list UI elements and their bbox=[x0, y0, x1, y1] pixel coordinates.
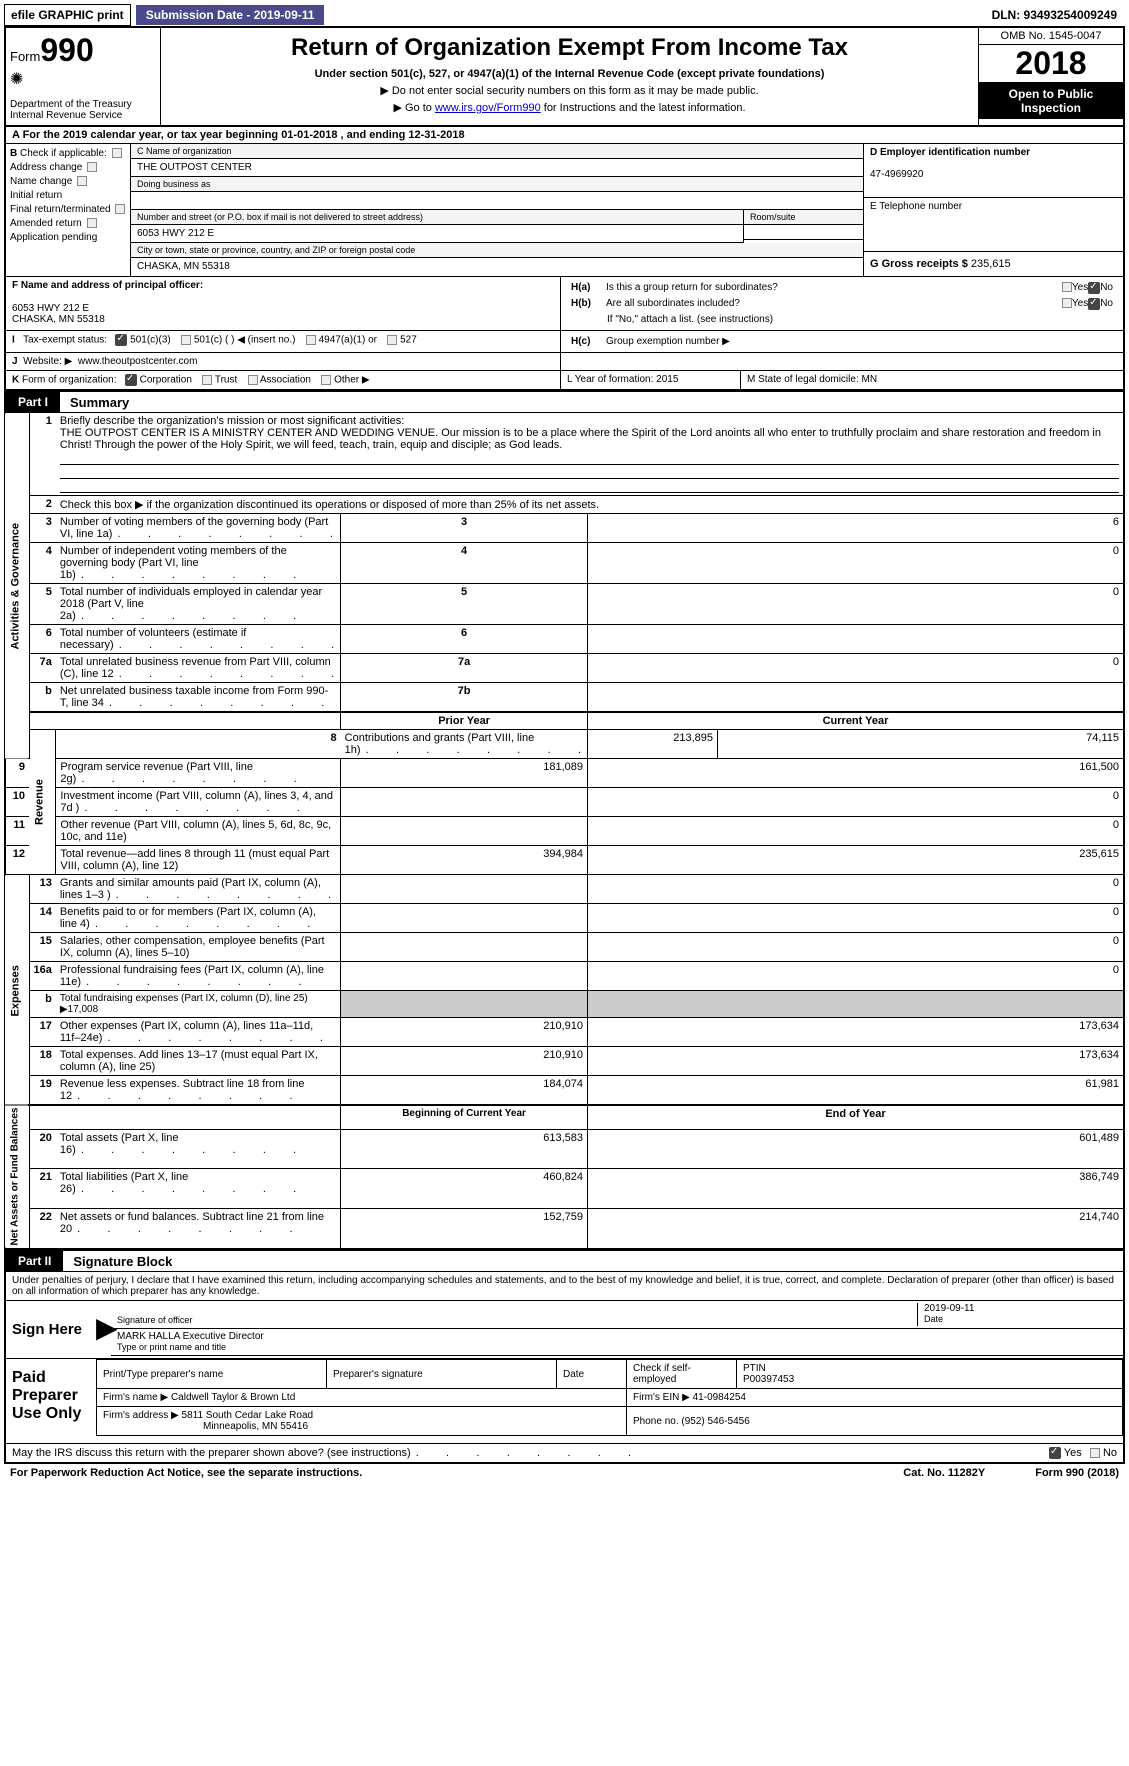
checkbox-icon[interactable] bbox=[1090, 1448, 1100, 1458]
checkbox-icon[interactable] bbox=[1062, 298, 1072, 308]
part2-title: Signature Block bbox=[63, 1254, 172, 1269]
check-icon bbox=[1088, 298, 1100, 310]
side-governance: Activities & Governance bbox=[5, 413, 29, 759]
officer-addr1: 6053 HWY 212 E bbox=[12, 303, 554, 314]
sign-here-label: Sign Here bbox=[6, 1301, 96, 1358]
gross-receipts-label: G Gross receipts $ bbox=[870, 258, 968, 270]
dln: DLN: 93493254009249 bbox=[992, 8, 1125, 22]
ein-label: D Employer identification number bbox=[870, 147, 1030, 158]
may-irs-discuss: May the IRS discuss this return with the… bbox=[12, 1447, 633, 1459]
check-icon bbox=[115, 334, 127, 346]
dept-irs: Internal Revenue Service bbox=[10, 110, 156, 121]
city: CHASKA, MN 55318 bbox=[131, 258, 863, 275]
city-label: City or town, state or province, country… bbox=[131, 243, 863, 258]
side-revenue: Revenue bbox=[29, 730, 56, 875]
room-label: Room/suite bbox=[744, 210, 863, 225]
state-domicile: M State of legal domicile: MN bbox=[741, 371, 1123, 389]
summary-table: Activities & Governance 1 Briefly descri… bbox=[4, 413, 1125, 1249]
checkbox-icon[interactable] bbox=[248, 375, 258, 385]
checkbox-icon[interactable] bbox=[306, 335, 316, 345]
checkbox-icon[interactable] bbox=[87, 218, 97, 228]
checkbox-icon[interactable] bbox=[77, 176, 87, 186]
inspection-2: Inspection bbox=[983, 101, 1119, 115]
form-prefix: Form bbox=[10, 49, 40, 64]
check-icon bbox=[125, 374, 137, 386]
row-a-period: A For the 2019 calendar year, or tax yea… bbox=[4, 127, 1125, 144]
checkbox-icon[interactable] bbox=[202, 375, 212, 385]
side-expenses: Expenses bbox=[5, 875, 29, 1106]
section-b: B Check if applicable: Address change Na… bbox=[6, 144, 131, 276]
irs-link[interactable]: www.irs.gov/Form990 bbox=[435, 102, 541, 114]
dept-treasury: Department of the Treasury bbox=[10, 99, 156, 110]
checkbox-icon[interactable] bbox=[181, 335, 191, 345]
note-link: ▶ Go to www.irs.gov/Form990 for Instruct… bbox=[167, 101, 972, 114]
form-number: 990 bbox=[40, 32, 93, 68]
website: www.theoutpostcenter.com bbox=[78, 356, 198, 367]
checkbox-icon[interactable] bbox=[321, 375, 331, 385]
efile-label[interactable]: efile GRAPHIC print bbox=[4, 4, 131, 26]
tax-year: 2018 bbox=[979, 45, 1123, 83]
omb-number: OMB No. 1545-0047 bbox=[979, 28, 1123, 45]
pra-notice: For Paperwork Reduction Act Notice, see … bbox=[10, 1467, 362, 1479]
sig-declaration: Under penalties of perjury, I declare th… bbox=[6, 1272, 1123, 1301]
mission-text: THE OUTPOST CENTER IS A MINISTRY CENTER … bbox=[60, 427, 1101, 451]
checkbox-icon[interactable] bbox=[115, 204, 125, 214]
street-label: Number and street (or P.O. box if mail i… bbox=[131, 210, 743, 225]
part2-label: Part II bbox=[6, 1251, 63, 1271]
checkbox-icon[interactable] bbox=[1062, 282, 1072, 292]
paid-preparer-label: Paid Preparer Use Only bbox=[6, 1359, 96, 1443]
submission-date: Submission Date - 2019-09-11 bbox=[136, 5, 325, 25]
street: 6053 HWY 212 E bbox=[131, 225, 743, 243]
year-formation: L Year of formation: 2015 bbox=[561, 371, 741, 389]
checkbox-icon[interactable] bbox=[87, 162, 97, 172]
ein-value: 47-4969920 bbox=[870, 169, 923, 180]
phone-label: E Telephone number bbox=[870, 201, 962, 212]
form-title: Return of Organization Exempt From Incom… bbox=[167, 34, 972, 62]
preparer-table: Print/Type preparer's name Preparer's si… bbox=[96, 1359, 1123, 1436]
officer-addr2: CHASKA, MN 55318 bbox=[12, 314, 554, 325]
checkbox-icon[interactable] bbox=[387, 335, 397, 345]
org-name: THE OUTPOST CENTER bbox=[131, 159, 863, 177]
checkbox-icon[interactable] bbox=[112, 148, 122, 158]
officer-label: F Name and address of principal officer: bbox=[12, 280, 554, 291]
part1-title: Summary bbox=[60, 395, 129, 410]
note-ssn: ▶ Do not enter social security numbers o… bbox=[167, 84, 972, 97]
topbar: efile GRAPHIC print Submission Date - 20… bbox=[4, 4, 1125, 26]
inspection-1: Open to Public bbox=[983, 87, 1119, 101]
form-footer: Form 990 (2018) bbox=[1035, 1467, 1119, 1479]
side-net: Net Assets or Fund Balances bbox=[5, 1105, 29, 1249]
cat-no: Cat. No. 11282Y bbox=[903, 1467, 985, 1479]
form-subtitle: Under section 501(c), 527, or 4947(a)(1)… bbox=[167, 68, 972, 80]
check-icon bbox=[1049, 1447, 1061, 1459]
check-icon bbox=[1088, 282, 1100, 294]
gross-receipts: 235,615 bbox=[971, 258, 1011, 270]
dba-label: Doing business as bbox=[131, 177, 863, 192]
form-header: Form990 ✺ Department of the Treasury Int… bbox=[4, 26, 1125, 127]
part1-label: Part I bbox=[6, 392, 60, 412]
org-name-label: C Name of organization bbox=[131, 144, 863, 159]
